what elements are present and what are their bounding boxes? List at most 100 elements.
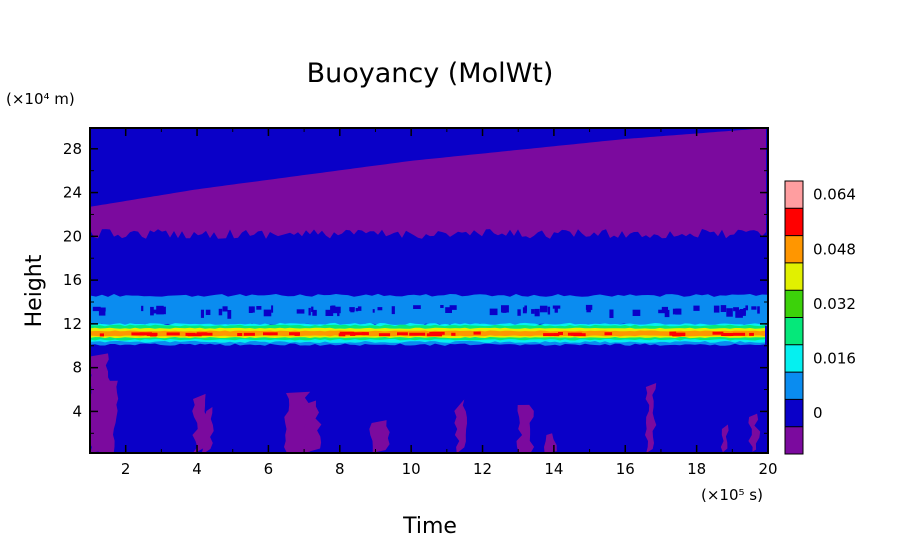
colorbar-swatch bbox=[785, 290, 803, 318]
speckle bbox=[534, 308, 540, 317]
x-tick-label: 18 bbox=[687, 460, 706, 478]
speckle bbox=[743, 308, 746, 314]
negative-streak bbox=[192, 393, 210, 453]
speckle bbox=[330, 305, 335, 313]
speckle bbox=[355, 308, 359, 312]
speckle bbox=[325, 309, 334, 316]
speckle bbox=[693, 305, 700, 311]
speckle bbox=[296, 309, 305, 314]
colorbar-swatch bbox=[785, 208, 803, 236]
x-tick-label: 4 bbox=[192, 460, 202, 478]
peak-spot bbox=[349, 332, 366, 336]
region-negative-upper bbox=[90, 128, 766, 239]
negative-streak bbox=[454, 399, 467, 453]
plot-frame bbox=[89, 127, 769, 454]
speckle bbox=[733, 307, 739, 312]
speckle bbox=[372, 309, 375, 313]
speckle bbox=[661, 306, 668, 313]
x-axis-unit: (×10⁵ s) bbox=[701, 486, 763, 504]
colorbar-swatch bbox=[785, 399, 803, 427]
peak-spot bbox=[200, 332, 213, 336]
x-tick-label: 12 bbox=[473, 460, 492, 478]
speckle bbox=[332, 306, 341, 314]
colorbar-label: 0.064 bbox=[813, 186, 856, 204]
y-tick-label: 16 bbox=[63, 271, 82, 289]
peak-spot bbox=[473, 331, 481, 335]
colorbar-swatch bbox=[785, 262, 803, 291]
x-axis-label: Time bbox=[402, 514, 457, 539]
y-tick-label: 12 bbox=[63, 315, 82, 333]
y-tick-label: 28 bbox=[63, 140, 82, 158]
speckle bbox=[585, 304, 593, 310]
colorbar-swatch bbox=[785, 426, 803, 454]
peak-spot bbox=[604, 332, 613, 336]
speckle bbox=[312, 309, 317, 316]
negative-streak bbox=[201, 407, 214, 453]
speckle bbox=[524, 305, 527, 312]
speckle bbox=[377, 307, 383, 311]
peak-spot bbox=[166, 332, 180, 336]
speckle bbox=[554, 305, 558, 313]
speckle bbox=[218, 308, 223, 316]
peak-spot bbox=[558, 332, 563, 335]
speckle bbox=[531, 309, 535, 314]
negative-streak bbox=[97, 380, 119, 453]
peak-spot bbox=[263, 332, 278, 336]
colorbar-swatch bbox=[785, 344, 803, 373]
speckle bbox=[263, 309, 272, 317]
peak-spot bbox=[99, 333, 104, 337]
speckle bbox=[141, 305, 144, 312]
peak-spot bbox=[721, 333, 734, 336]
x-tick-label: 20 bbox=[758, 460, 777, 478]
speckle bbox=[251, 306, 255, 313]
speckle bbox=[664, 309, 670, 318]
peak-spot bbox=[409, 332, 426, 336]
x-tick-label: 6 bbox=[264, 460, 274, 478]
speckle bbox=[163, 306, 166, 315]
speckle bbox=[449, 305, 457, 310]
x-tick-label: 16 bbox=[616, 460, 635, 478]
peak-spot bbox=[712, 331, 724, 335]
speckle bbox=[726, 308, 733, 317]
colorbar-swatch bbox=[785, 235, 803, 263]
peak-spot bbox=[426, 333, 442, 337]
speckle bbox=[517, 309, 521, 316]
peak-spot bbox=[146, 332, 157, 336]
peak-spot bbox=[243, 332, 255, 336]
peak-spot bbox=[237, 333, 243, 336]
speckle bbox=[413, 305, 421, 309]
speckle bbox=[205, 309, 211, 315]
peak-spot bbox=[669, 332, 686, 336]
colorbar-swatch bbox=[785, 181, 803, 209]
peak-spot bbox=[139, 332, 153, 336]
y-tick-label: 4 bbox=[72, 402, 82, 420]
negative-streak bbox=[748, 413, 761, 453]
y-tick-label: 20 bbox=[63, 227, 82, 245]
speckle bbox=[713, 305, 720, 313]
peak-spot bbox=[749, 332, 754, 336]
speckle bbox=[745, 305, 748, 311]
colorbar-label: 0.048 bbox=[813, 240, 856, 258]
speckle bbox=[489, 308, 498, 316]
speckle bbox=[445, 307, 452, 313]
peak-spot bbox=[543, 333, 559, 337]
speckle bbox=[92, 306, 101, 312]
speckle bbox=[539, 305, 548, 313]
negative-streak bbox=[302, 400, 322, 453]
speckle bbox=[308, 307, 311, 316]
speckle bbox=[735, 309, 743, 318]
plot-area bbox=[90, 128, 768, 453]
colorbar-label: 0.016 bbox=[813, 349, 856, 367]
negative-streak bbox=[516, 404, 535, 453]
speckle bbox=[227, 310, 232, 319]
peak-spot bbox=[570, 332, 581, 336]
negative-streak bbox=[645, 382, 657, 453]
speckle bbox=[547, 306, 551, 315]
speckle bbox=[609, 309, 614, 318]
speckle bbox=[248, 306, 253, 313]
speckle bbox=[98, 308, 106, 316]
speckle bbox=[740, 309, 746, 316]
negative-streak bbox=[369, 420, 390, 453]
speckle bbox=[502, 309, 507, 313]
speckle bbox=[311, 306, 314, 312]
